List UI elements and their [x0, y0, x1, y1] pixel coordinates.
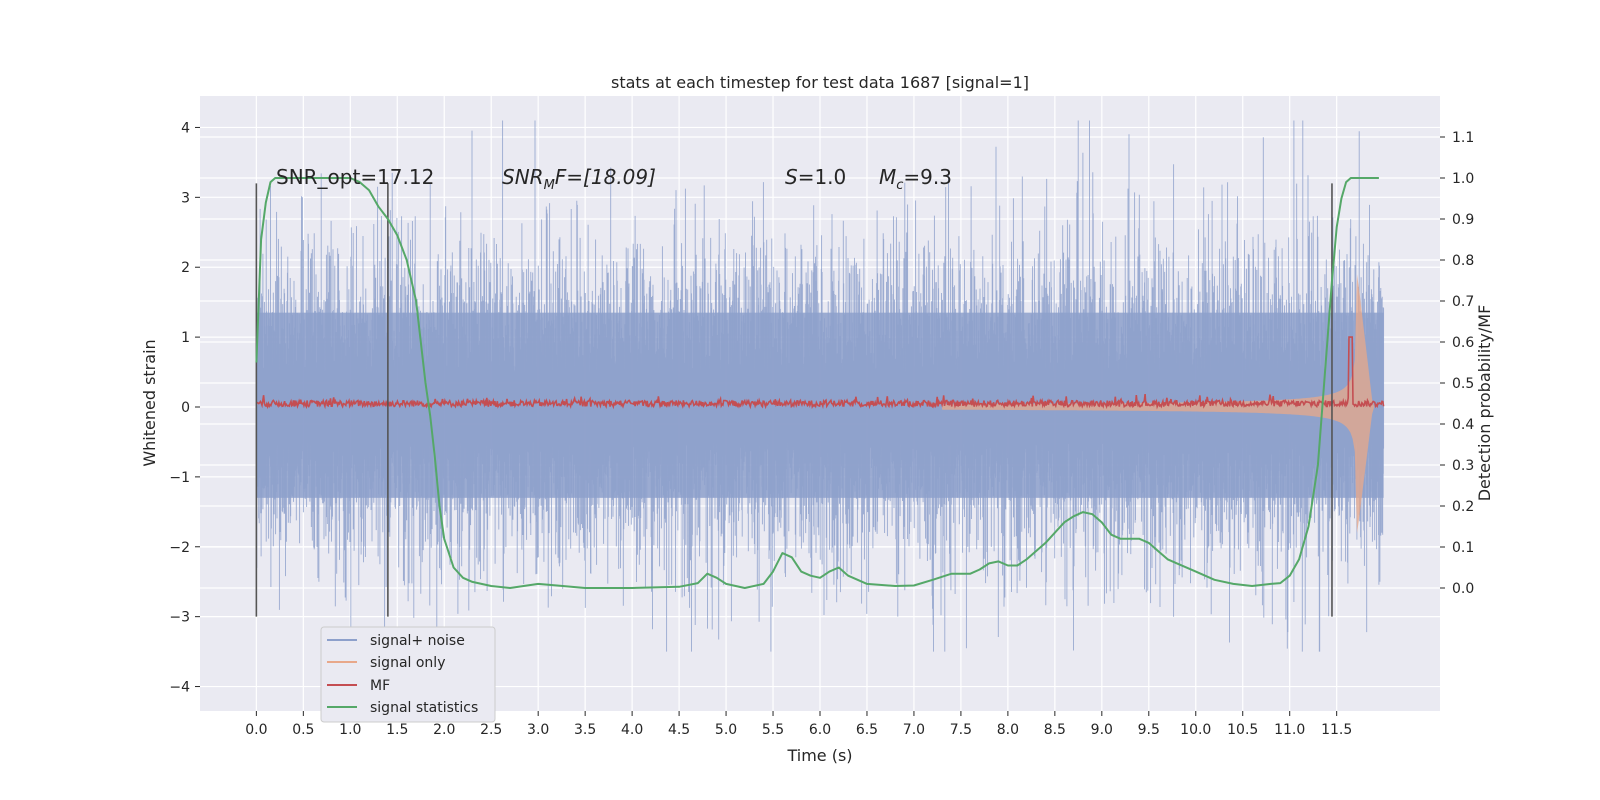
y-axis-ticks: 4 3 2 1 0 −1 −2 −3 −4: [169, 120, 200, 696]
legend-label-signal-only: signal only: [370, 655, 445, 671]
y-axis-label: Whitened strain: [140, 339, 159, 466]
annotation-s: S=1.0: [785, 165, 846, 189]
x-tick-label: 5.0: [715, 722, 737, 738]
annotation-snr-mf: SNRMF=[18.09]: [502, 165, 656, 193]
series-signal-statistics: [255, 177, 1379, 589]
x-tick-label: 8.0: [997, 722, 1019, 738]
y-right-tick-label: 0.1: [1452, 540, 1474, 556]
x-tick-label: 10.0: [1180, 722, 1211, 738]
y-axis-right-label: Detection probability/MF: [1475, 305, 1494, 502]
x-tick-label: 2.5: [480, 722, 502, 738]
x-tick-label: 6.0: [809, 722, 831, 738]
legend-label-mf: MF: [370, 678, 390, 694]
vertical-markers: [255, 183, 1333, 617]
legend-label-signal-statistics: signal statistics: [370, 700, 478, 716]
y-tick-label: −1: [169, 470, 190, 486]
y-tick-label: 0: [181, 400, 190, 416]
y-tick-label: 1: [181, 330, 190, 346]
x-tick-label: 3.5: [574, 722, 596, 738]
y-right-tick-label: 0.4: [1452, 417, 1474, 433]
x-axis-label: Time (s): [786, 746, 852, 765]
y-tick-label: −3: [169, 610, 190, 626]
x-tick-label: 11.0: [1274, 722, 1305, 738]
x-axis-ticks: 0.0 0.5 1.0 1.5 2.0 2.5 3.0 3.5 4.0 4.5 5.0 5.5 6.0 6…: [245, 711, 1352, 738]
y-right-tick-label: 0.5: [1452, 376, 1474, 392]
annotation-snr-opt: SNR_opt=17.12: [276, 165, 434, 189]
x-tick-label: 5.5: [762, 722, 784, 738]
x-tick-label: 4.5: [668, 722, 690, 738]
y-right-tick-label: 1.1: [1452, 130, 1474, 146]
y-tick-label: 2: [181, 260, 190, 276]
y-right-tick-label: 0.7: [1452, 294, 1474, 310]
y-tick-label: −4: [169, 680, 190, 696]
y-tick-label: 3: [181, 190, 190, 206]
x-tick-label: 7.0: [903, 722, 925, 738]
annotations: SNR_opt=17.12 SNRMF=[18.09] S=1.0 Mc=9.3: [276, 165, 952, 193]
x-tick-label: 0.5: [292, 722, 314, 738]
x-tick-label: 0.0: [245, 722, 267, 738]
annotation-mc: Mc=9.3: [879, 165, 952, 193]
x-tick-label: 1.0: [339, 722, 361, 738]
x-tick-label: 4.0: [621, 722, 643, 738]
x-tick-label: 2.0: [433, 722, 455, 738]
y-right-tick-label: 0.6: [1452, 335, 1474, 351]
x-tick-label: 8.5: [1044, 722, 1066, 738]
y-right-tick-label: 1.0: [1452, 171, 1474, 187]
y-tick-label: −2: [169, 540, 190, 556]
y-right-tick-label: 0.0: [1452, 581, 1474, 597]
legend-label-signal-noise: signal+ noise: [370, 633, 465, 649]
y-right-tick-label: 0.2: [1452, 499, 1474, 515]
x-tick-label: 1.5: [386, 722, 408, 738]
x-tick-label: 11.5: [1321, 722, 1352, 738]
x-tick-label: 9.0: [1091, 722, 1113, 738]
y-axis-right-ticks: 1.1 1.0 0.9 0.8 0.7 0.6 0.5 0.4 0.3 0.2 0.1 0.0: [1440, 130, 1474, 597]
x-tick-label: 7.5: [950, 722, 972, 738]
y-right-tick-label: 0.8: [1452, 253, 1474, 269]
chart-title: stats at each timestep for test data 168…: [611, 73, 1029, 92]
x-tick-label: 3.0: [527, 722, 549, 738]
legend-box: [320, 626, 496, 723]
x-tick-label: 9.5: [1138, 722, 1160, 738]
mf-trace: [256, 336, 1385, 410]
x-tick-label: 10.5: [1227, 722, 1258, 738]
x-tick-label: 6.5: [856, 722, 878, 738]
y-right-tick-label: 0.9: [1452, 212, 1474, 228]
y-tick-label: 4: [181, 120, 190, 136]
legend: signal+ noise signal only MF signal stat…: [320, 626, 496, 723]
series-mf: [256, 336, 1385, 410]
signal-statistics-line: [255, 177, 1379, 589]
y-right-tick-label: 0.3: [1452, 458, 1474, 474]
